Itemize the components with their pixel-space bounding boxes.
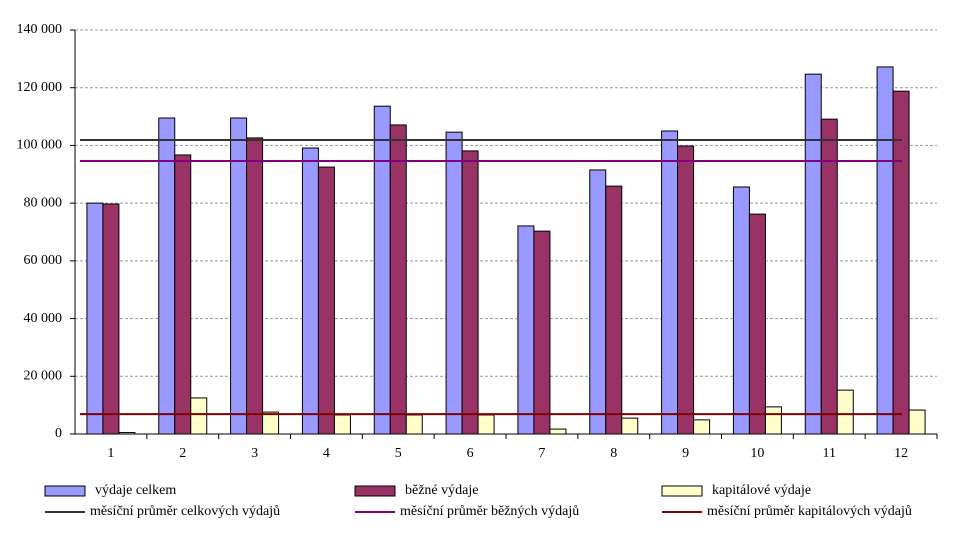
y-tick-label: 0: [55, 426, 62, 441]
bar: [677, 145, 695, 435]
bar: [605, 185, 623, 435]
bar: [477, 414, 495, 435]
legend-label: měsíční průměr celkových výdajů: [90, 504, 280, 519]
y-tick-label: 80 000: [24, 195, 63, 210]
bar: [836, 389, 854, 435]
legend-swatch: [661, 485, 703, 497]
bar: [876, 66, 894, 435]
legend-swatch: [44, 485, 86, 497]
bar: [892, 90, 910, 435]
x-tick-label: 5: [395, 446, 402, 461]
x-tick-label: 12: [894, 446, 908, 461]
bar: [405, 414, 423, 435]
bar: [86, 202, 104, 435]
x-tick-label: 7: [538, 446, 545, 461]
bar: [589, 169, 607, 435]
x-tick-label: 9: [682, 446, 689, 461]
legend-label: běžné výdaje: [405, 483, 478, 498]
x-tick-label: 1: [107, 446, 114, 461]
x-tick-label: 6: [467, 446, 474, 461]
bar: [693, 419, 711, 435]
bar: [333, 414, 351, 435]
bar: [748, 213, 766, 435]
y-tick-label: 20 000: [24, 369, 63, 384]
bar: [158, 117, 176, 435]
bar: [445, 131, 463, 435]
bar: [804, 73, 822, 435]
x-tick-label: 2: [179, 446, 186, 461]
legend-label: měsíční průměr běžných výdajů: [400, 504, 579, 519]
x-tick-label: 8: [610, 446, 617, 461]
x-tick-label: 3: [251, 446, 258, 461]
legend-label: kapitálové výdaje: [712, 483, 811, 498]
bar: [908, 409, 926, 435]
bar: [661, 130, 679, 435]
bar: [317, 166, 335, 435]
y-tick-label: 60 000: [24, 253, 63, 268]
bar: [301, 147, 319, 435]
bar: [230, 117, 248, 435]
y-tick-label: 100 000: [17, 138, 63, 153]
bar: [517, 225, 535, 435]
legend-swatch: [354, 485, 396, 497]
bar: [174, 154, 192, 435]
bar: [262, 411, 280, 435]
x-tick-label: 4: [323, 446, 330, 461]
bar: [533, 230, 551, 435]
legend-label: výdaje celkem: [95, 483, 176, 498]
bar: [461, 150, 479, 435]
bar: [102, 203, 120, 435]
bar: [732, 186, 750, 435]
bar: [549, 428, 567, 435]
y-tick-label: 120 000: [17, 80, 63, 95]
bar: [621, 417, 639, 435]
x-tick-label: 11: [823, 446, 836, 461]
legend-label: měsíční průměr kapitálových výdajů: [707, 504, 912, 519]
bar: [389, 124, 407, 435]
y-tick-label: 40 000: [24, 311, 63, 326]
y-tick-label: 140 000: [17, 22, 63, 37]
x-tick-label: 10: [750, 446, 764, 461]
bar: [820, 118, 838, 435]
bar: [373, 105, 391, 435]
bar: [246, 137, 264, 435]
bar: [764, 406, 782, 435]
bar: [190, 397, 208, 435]
